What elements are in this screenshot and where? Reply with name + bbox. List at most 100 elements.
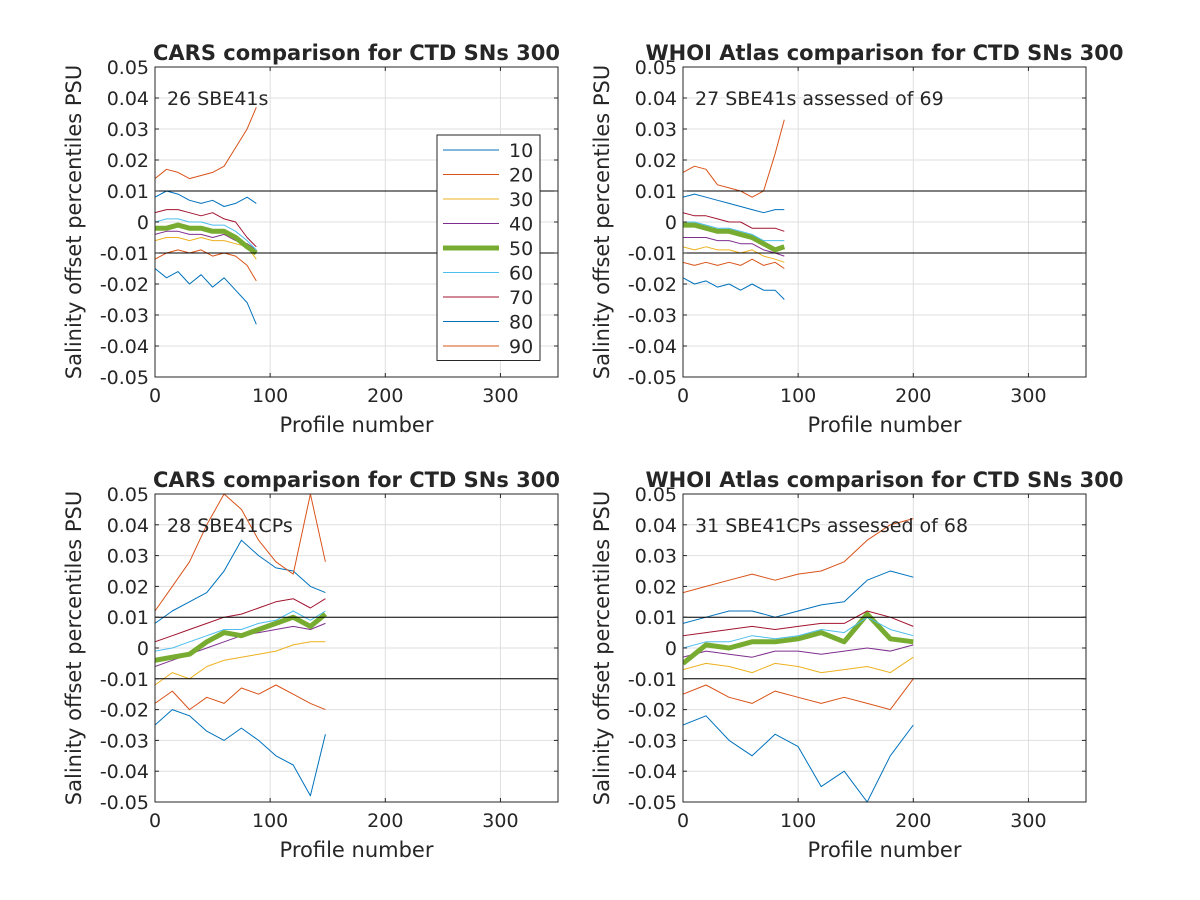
y-tick-label: -0.05 [628,367,677,389]
y-tick-label: 0.05 [635,484,677,506]
y-tick-label: -0.02 [100,274,149,296]
y-tick-label: -0.04 [100,336,149,358]
y-tick-label: -0.01 [628,669,677,691]
y-tick-label: -0.03 [628,730,677,752]
chart-title: CARS comparison for CTD SNs 300 [153,468,560,492]
chart-annotation: 28 SBE41CPs [167,515,293,537]
legend-entry: 30 [509,189,533,211]
series-line-70 [683,212,785,232]
y-tick-label: -0.01 [100,669,149,691]
y-tick-label: 0.01 [107,607,149,629]
series-line-90 [155,494,326,612]
x-tick-label: 100 [252,810,288,832]
series-group [683,518,914,802]
series-line-50 [683,611,914,666]
chart-annotation: 27 SBE41s assessed of 69 [695,88,944,110]
series-line-40 [683,644,914,658]
y-tick-label: 0.01 [635,181,677,203]
y-tick-label: -0.03 [100,730,149,752]
series-group [155,494,327,797]
legend-entry: 20 [509,165,533,187]
y-tick-label: -0.02 [628,274,677,296]
y-tick-label: -0.04 [628,336,677,358]
y-tick-label: -0.01 [100,243,149,265]
series-line-80 [155,539,326,624]
y-axis-label: Salinity offset percentiles PSU [590,491,614,805]
series-line-10 [155,709,326,797]
series-group [155,107,258,325]
legend-entry: 90 [509,336,533,358]
series-line-80 [155,190,257,207]
legend-entry: 80 [509,312,533,334]
y-tick-label: -0.02 [100,700,149,722]
series-line-90 [683,119,785,198]
chart-title: WHOI Atlas comparison for CTD SNs 300 [646,468,1124,492]
series-line-80 [683,570,914,624]
series-line-90 [155,107,257,180]
x-tick-label: 200 [895,810,931,832]
series-group [683,119,786,300]
chart-title: WHOI Atlas comparison for CTD SNs 300 [646,41,1124,65]
series-line-70 [683,610,914,637]
y-axis-label: Salinity offset percentiles PSU [62,65,86,379]
series-line-80 [683,193,785,214]
legend-entry: 10 [509,140,533,162]
y-tick-label: -0.04 [100,761,149,783]
y-tick-label: 0.04 [107,88,149,110]
y-tick-label: 0.03 [635,546,677,568]
x-tick-label: 200 [895,385,931,407]
legend-entry: 60 [509,263,533,285]
y-tick-label: 0.05 [635,57,677,79]
x-tick-label: 300 [1010,385,1046,407]
series-line-10 [683,277,785,300]
y-axis-label: Salinity offset percentiles PSU [62,491,86,805]
y-tick-label: -0.03 [628,305,677,327]
x-tick-label: 100 [780,385,816,407]
series-line-90 [683,518,914,594]
y-tick-label: -0.02 [628,700,677,722]
series-line-50 [155,612,327,663]
y-tick-label: 0 [665,638,677,660]
x-axis-label: Profile number [280,838,434,862]
series-line-20 [683,678,914,711]
chart-annotation: 31 SBE41CPs assessed of 68 [695,515,968,537]
y-tick-label: -0.05 [100,367,149,389]
chart-panel-3: 0 100 200 300 -0.05 -0.04 -0.03 -0.02 -0.01 0 0.01… [62,468,560,862]
legend-entry: 50 [509,238,533,260]
y-tick-label: -0.05 [100,792,149,814]
x-tick-label: 0 [149,810,161,832]
series-line-30 [683,246,785,263]
y-tick-label: 0 [137,638,149,660]
y-tick-label: 0.02 [635,150,677,172]
series-line-60 [683,616,914,649]
chart-title: CARS comparison for CTD SNs 300 [153,41,560,65]
y-tick-label: 0.05 [107,484,149,506]
y-tick-label: 0.03 [107,546,149,568]
y-tick-label: -0.04 [628,761,677,783]
y-tick-label: 0.03 [107,119,149,141]
y-tick-label: 0.02 [107,576,149,598]
series-line-10 [155,268,257,325]
x-axis-label: Profile number [808,413,962,437]
series-line-60 [683,221,785,242]
y-tick-label: -0.01 [628,243,677,265]
y-tick-label: -0.03 [100,305,149,327]
x-tick-label: 300 [1010,810,1046,832]
x-tick-label: 300 [482,810,518,832]
x-tick-label: 0 [677,810,689,832]
chart-annotation: 26 SBE41s [167,88,268,110]
x-tick-label: 200 [367,810,403,832]
legend-entry: 70 [509,287,533,309]
series-line-70 [155,209,257,248]
y-tick-label: 0.03 [635,119,677,141]
y-tick-label: 0.01 [107,181,149,203]
series-line-60 [155,218,257,251]
y-axis-label: Salinity offset percentiles PSU [590,65,614,379]
series-line-40 [683,237,785,257]
series-line-10 [683,715,914,802]
y-tick-label: 0.04 [107,515,149,537]
x-tick-label: 200 [367,385,403,407]
series-line-30 [155,641,326,686]
